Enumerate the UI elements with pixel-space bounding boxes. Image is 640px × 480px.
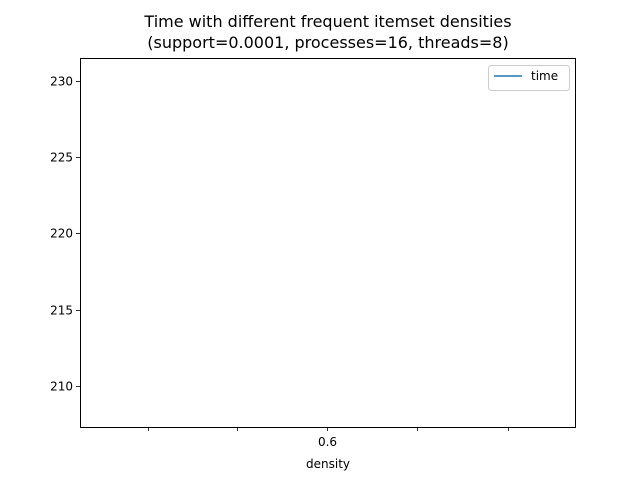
y-tick-label-3: 225: [50, 151, 73, 165]
legend-frame: [488, 65, 570, 91]
legend-label-time: time: [531, 69, 558, 83]
x-axis-label: density: [306, 457, 350, 471]
chart-title-line-1: Time with different frequent itemset den…: [143, 12, 511, 31]
legend: time: [488, 65, 570, 91]
y-tick-label-4: 230: [50, 75, 73, 89]
x-tick-label-2: 0.6: [318, 435, 337, 449]
x-axis-ticks: 0.6: [148, 427, 509, 449]
chart-title: Time with different frequent itemset den…: [143, 12, 511, 52]
y-tick-label-1: 215: [50, 304, 73, 318]
y-tick-label-0: 210: [50, 380, 73, 394]
y-tick-label-2: 220: [50, 227, 73, 241]
chart-title-line-2: (support=0.0001, processes=16, threads=8…: [147, 33, 508, 52]
plot-frame: [80, 58, 576, 428]
y-axis-ticks: 210 215 220 225 230: [50, 75, 80, 394]
